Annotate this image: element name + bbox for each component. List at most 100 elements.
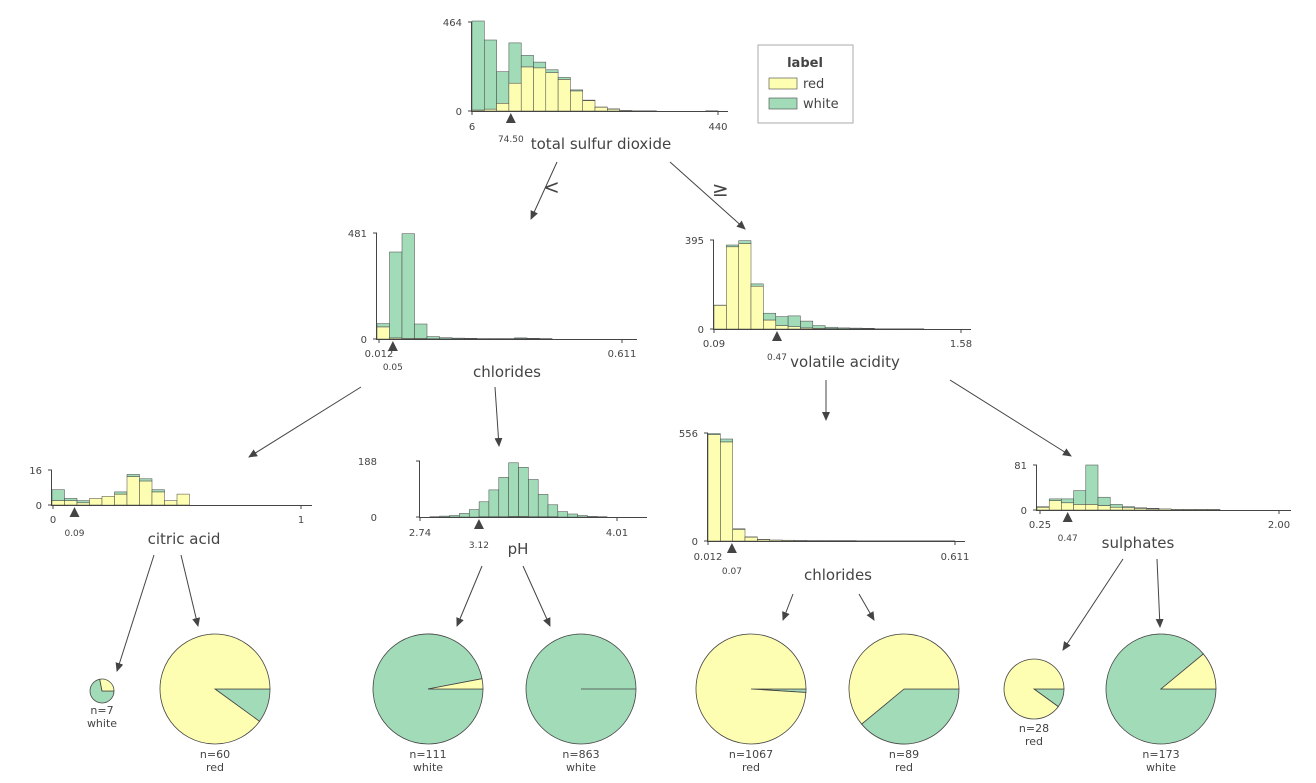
split-value-label: 0.07 [722, 567, 742, 577]
hist-bar-white [484, 39, 497, 110]
node-ph: 188 0 2.74 4.01 3.12 pH [358, 457, 647, 558]
hist-bar-white [401, 233, 415, 339]
pie-slice-red [1159, 653, 1217, 690]
hist-bar-white [824, 326, 838, 329]
x-max-label: 440 [708, 122, 727, 133]
node-chlorides-right: 556 0 0.012 0.611 0.07 chlorides [679, 429, 969, 584]
hist-bar-white [389, 251, 403, 339]
hist-bar-white [451, 337, 465, 340]
hist-bar-red [1195, 509, 1209, 511]
x-min-label: 0.012 [694, 552, 723, 563]
legend: label red white [757, 44, 854, 124]
hist-bar-white [720, 438, 733, 443]
legend-label-red: red [803, 77, 824, 92]
hist-bar-red [707, 434, 721, 542]
hist-bar-red [775, 325, 789, 330]
y-max-label: 16 [29, 466, 42, 477]
hist-bar-white [518, 467, 529, 517]
legend-label-white: white [803, 97, 839, 112]
split-value-label: 0.09 [64, 529, 84, 539]
hist-bar-white [376, 323, 390, 328]
hist-bar-white [528, 479, 539, 517]
node-volatile-acidity: 395 0 0.09 1.58 0.47 volatile acidity [685, 236, 972, 371]
x-min-label: 0.25 [1029, 520, 1051, 531]
hist-bar-white [750, 283, 764, 287]
hist-bar-white [1146, 508, 1160, 510]
hist-bar-red [1207, 509, 1221, 511]
hist-bar-red [151, 491, 165, 506]
split-value-label: 3.12 [469, 541, 489, 551]
hist-bar-red [1048, 500, 1062, 511]
leaf-class-label: red [742, 761, 760, 774]
x-max-label: 2.00 [1268, 520, 1290, 531]
hist-bar-red [1073, 504, 1087, 511]
hist-bar-red [713, 305, 727, 330]
hist-bar-white [51, 489, 65, 501]
hist-bar-red [619, 110, 633, 112]
hist-bar-white [478, 501, 490, 517]
hist-bar-white [469, 509, 480, 518]
edge-root-to-left [530, 161, 558, 220]
hist-bar-white [837, 327, 851, 330]
hist-bar-white [707, 433, 721, 435]
hist-bar-white [812, 325, 826, 329]
feature-label: volatile acidity [790, 353, 900, 371]
hist-bar-white [1122, 506, 1135, 509]
hist-bar-red [769, 539, 783, 542]
hist-bar-red [763, 319, 776, 330]
leaf-class-label: white [87, 717, 117, 730]
edge-label-left: < [543, 175, 560, 199]
legend-swatch-white [768, 97, 798, 110]
pie-slice-white [861, 688, 960, 745]
hist-bar-red [726, 246, 739, 330]
hist-bar-white [496, 71, 510, 104]
hist-bar-white [520, 55, 534, 68]
leaf-count-label: n=863 [562, 748, 599, 761]
leaf-nodes: n=7whiten=60redn=111whiten=863whiten=106… [87, 633, 1217, 774]
edge-ph-to-leaf4 [522, 565, 551, 627]
hist-bar-red [732, 529, 746, 542]
node-citric-acid: 16 00 1 0.09 citric acid [29, 466, 312, 548]
x-min-label: 0 [50, 515, 56, 526]
feature-label: pH [508, 540, 529, 558]
hist-bar-white [1097, 496, 1111, 506]
hist-bar-white [471, 20, 485, 111]
hist-bar-red [51, 500, 65, 506]
hist-bar-red [1061, 502, 1074, 511]
hist-bar-red [545, 72, 559, 112]
hist-bar-red [1158, 508, 1172, 511]
hist-bar-white [1134, 507, 1148, 509]
leaf-class-label: white [566, 761, 596, 774]
hist-bar-white [76, 500, 90, 504]
hist-bar-white [1073, 490, 1087, 505]
x-min-label: 6 [469, 122, 475, 133]
split-marker [771, 331, 782, 341]
hist-bar-white [732, 528, 746, 530]
hist-bar-white [498, 477, 509, 517]
hist-bar-red [750, 285, 764, 330]
hist-bar-red [594, 106, 608, 112]
tree-edges [115, 161, 1164, 672]
hist-bar-white [426, 336, 440, 340]
hist-bar-white [449, 515, 460, 518]
y-max-label: 481 [348, 229, 367, 240]
hist-bar-white [1036, 506, 1050, 508]
hist-bar-white [849, 327, 863, 330]
hist-bar-red [582, 100, 596, 112]
hist-bar-red [1085, 504, 1099, 511]
hist-bar-white [763, 312, 776, 321]
leaf-class-label: white [413, 761, 443, 774]
x-min-label: 0.09 [703, 339, 725, 350]
y-max-label: 188 [358, 457, 377, 468]
hist-bar-red [1036, 506, 1050, 511]
leaf-class-label: red [206, 761, 224, 774]
edge-ph-to-leaf3 [456, 565, 483, 627]
hist-bar-red [101, 496, 115, 506]
x-min-label: 0.012 [365, 349, 394, 360]
hist-bar-red [570, 90, 583, 112]
y-min-label: 0 [456, 107, 462, 118]
split-marker [505, 113, 516, 123]
hist-bar-red [376, 326, 390, 340]
y-max-label: 395 [685, 236, 704, 247]
pie-slice-red [695, 633, 807, 745]
